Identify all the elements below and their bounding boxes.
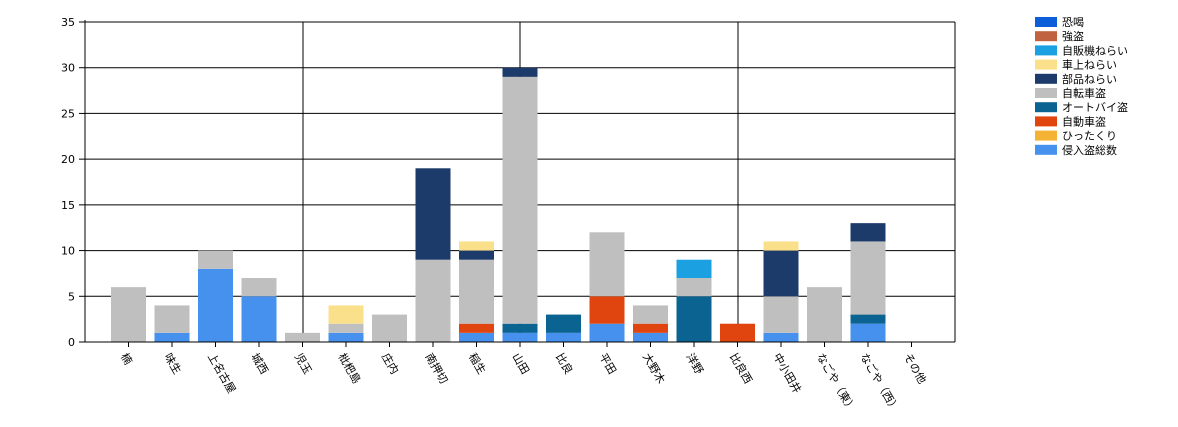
x-category-label: 南押切	[422, 351, 451, 387]
y-tick-label: 10	[61, 245, 75, 258]
bar-segment	[459, 259, 494, 324]
bar-segment	[850, 223, 886, 242]
x-category-label: なごや（西）	[857, 351, 902, 415]
x-category-label: その他	[901, 351, 929, 386]
bar-segment	[676, 278, 712, 297]
bar-segment	[415, 168, 451, 260]
bar-segment	[111, 287, 146, 342]
legend-label: ひったくり	[1062, 130, 1117, 143]
y-tick-label: 0	[68, 336, 75, 349]
legend-label: 自転車盗	[1062, 86, 1106, 100]
y-tick-label: 20	[61, 153, 75, 166]
y-tick-label: 35	[61, 16, 75, 29]
y-tick-label: 25	[61, 107, 75, 120]
bar-segment	[589, 232, 625, 297]
legend-label: 車上ねらい	[1062, 58, 1117, 72]
legend-swatch	[1035, 144, 1057, 155]
bar-segment	[459, 332, 494, 342]
x-category-label: 枇杷島	[335, 351, 364, 387]
bar-segment	[502, 67, 538, 77]
bar-segment	[589, 296, 625, 324]
bar-segment	[763, 241, 799, 251]
x-category-label: 楠	[118, 351, 136, 368]
bar-segment	[850, 314, 886, 324]
x-category-label: 上名古屋	[205, 351, 239, 396]
bar-segment	[241, 296, 277, 342]
bar-segment	[415, 259, 451, 342]
legend-label: オートバイ盗	[1062, 101, 1128, 114]
x-category-label: 味生	[161, 351, 184, 377]
bar-segment	[241, 278, 277, 297]
bar-segment	[198, 268, 233, 342]
y-tick-label: 15	[61, 199, 75, 212]
bar-segment	[720, 323, 755, 342]
x-category-label: 洋野	[683, 351, 706, 377]
bar-segment	[589, 323, 625, 342]
bar-segment	[763, 296, 799, 333]
x-category-label: 平田	[596, 351, 618, 377]
bar-segment	[633, 323, 668, 333]
x-category-label: 大野木	[640, 351, 669, 387]
bar-segment	[459, 241, 494, 251]
x-category-label: 比良	[553, 351, 576, 377]
legend-label: 自動車盗	[1062, 114, 1106, 128]
legend-swatch	[1035, 31, 1057, 42]
bar-segment	[633, 332, 668, 342]
bar-segment	[198, 250, 233, 269]
x-category-label: なごや（東）	[814, 351, 859, 415]
legend-swatch	[1035, 73, 1057, 84]
bars	[111, 67, 886, 342]
bar-segment	[154, 332, 190, 342]
bar-segment	[372, 314, 407, 342]
legend-label: 部品ねらい	[1062, 72, 1117, 86]
bar-segment	[676, 259, 712, 278]
bar-segment	[763, 250, 799, 297]
legend-label: 侵入盗総数	[1062, 143, 1117, 157]
bar-segment	[459, 323, 494, 333]
bar-segment	[502, 323, 538, 333]
bar-segment	[633, 305, 668, 324]
legend-swatch	[1035, 88, 1057, 98]
bar-segment	[285, 332, 320, 342]
legend-swatch	[1035, 130, 1057, 141]
legend-label: 恐喝	[1062, 16, 1084, 29]
bar-segment	[502, 332, 538, 342]
bar-segment	[763, 332, 799, 342]
bar-segment	[676, 296, 712, 342]
legend: 恐喝強盗自販機ねらい車上ねらい部品ねらい自転車盗オートバイ盗自動車盗ひったくり侵…	[1035, 16, 1128, 157]
legend-swatch	[1035, 59, 1057, 70]
legend-swatch	[1035, 116, 1057, 127]
x-category-label: 城西	[248, 351, 270, 377]
legend-swatch	[1035, 102, 1057, 113]
bar-segment	[328, 332, 364, 342]
bar-segment	[459, 250, 494, 260]
bar-segment	[154, 305, 190, 333]
x-category-label: 比良西	[727, 351, 756, 387]
bar-segment	[850, 241, 886, 315]
bar-segment	[546, 332, 581, 342]
legend-label: 強盗	[1062, 30, 1084, 43]
legend-swatch	[1035, 45, 1057, 56]
x-category-label: 児玉	[292, 351, 314, 377]
bar-segment	[850, 323, 886, 342]
y-tick-label: 30	[61, 62, 75, 75]
bar-segment	[502, 76, 538, 324]
bar-segment	[328, 323, 364, 333]
legend-swatch	[1035, 17, 1057, 27]
x-category-label: 山田	[509, 351, 531, 377]
x-category-label: 中小田井	[770, 351, 804, 396]
x-category-label: 稲生	[466, 351, 489, 377]
y-tick-label: 5	[68, 290, 75, 303]
bar-segment	[807, 287, 842, 342]
x-category-label: 庄内	[379, 351, 402, 377]
legend-label: 自販機ねらい	[1062, 43, 1128, 57]
bar-segment	[546, 314, 581, 333]
bar-segment	[328, 305, 364, 324]
